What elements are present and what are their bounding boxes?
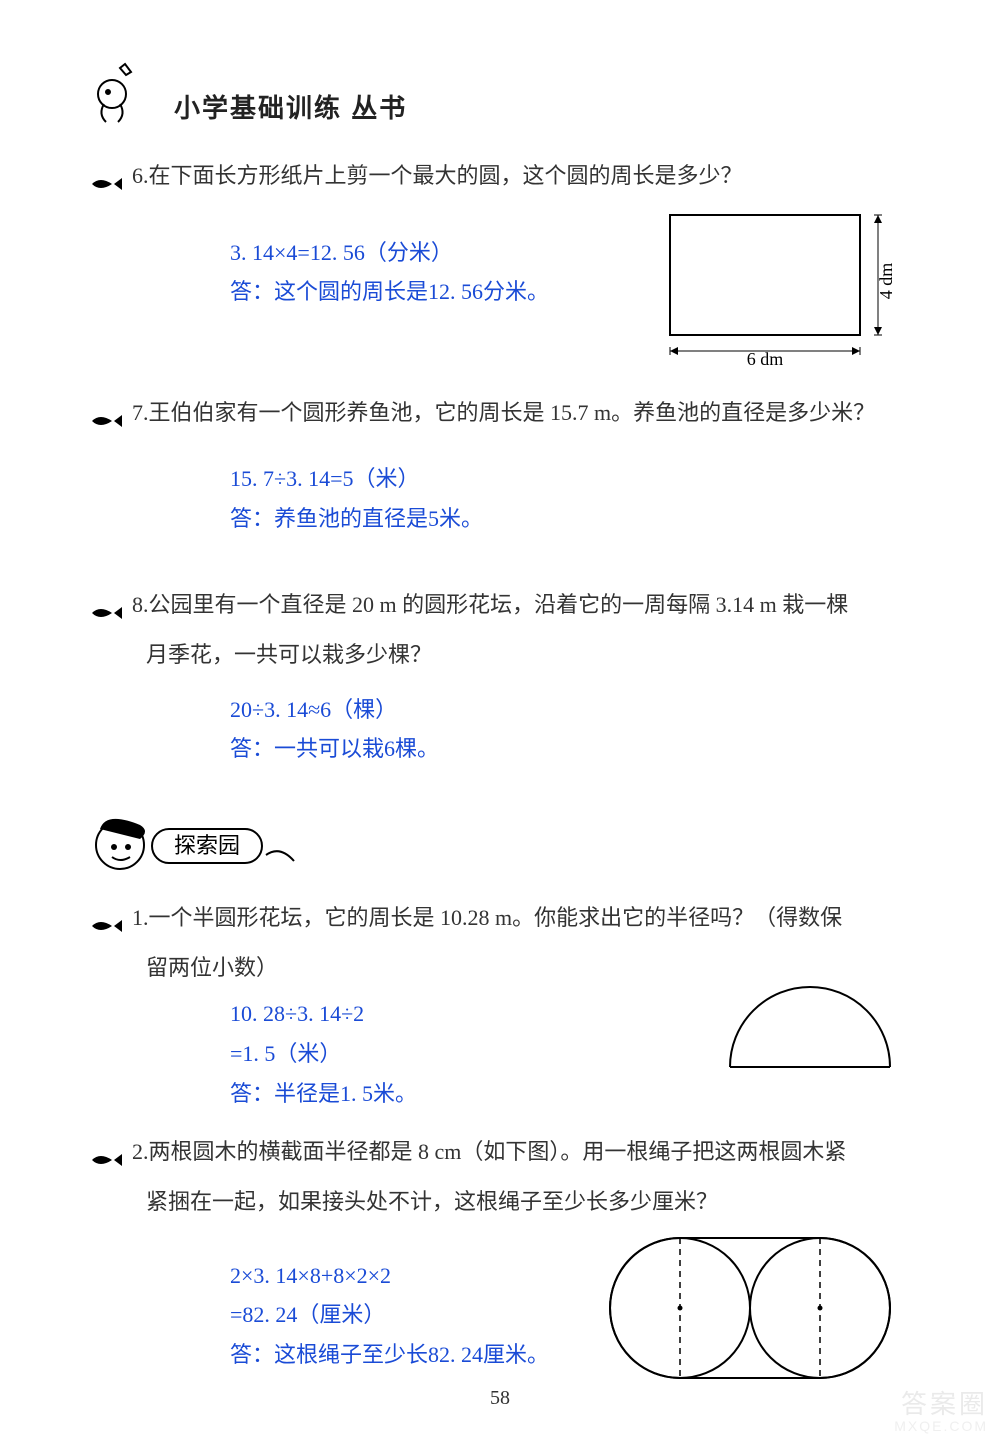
answer-calc: 3. 14×4=12. 56（分米） [230, 233, 640, 273]
problem-question: 王伯伯家有一个圆形养鱼池，它的周长是 15.7 m。养鱼池的直径是多少米？ [149, 392, 876, 434]
problem-6: 6. 在下面长方形纸片上剪一个最大的圆，这个圆的周长是多少？ 3. 14×4=1… [90, 155, 910, 370]
fish-bullet-icon [90, 594, 124, 634]
watermark-main: 答案圈 [901, 1389, 988, 1419]
section-explore-badge: 探索园 [90, 809, 910, 879]
problem-question-l2: 留两位小数） [146, 947, 690, 989]
problem-7: 7. 王伯伯家有一个圆形养鱼池，它的周长是 15.7 m。养鱼池的直径是多少米？… [90, 392, 910, 539]
rectangle-figure: 6 dm 4 dm [660, 205, 910, 370]
page: 小学基础训练 丛书 6. 在下面长方形纸片上剪一个最大的圆，这个圆的周长是多少？… [0, 0, 1000, 1446]
watermark-sub: MXQE.COM [894, 1419, 988, 1434]
section-label: 探索园 [174, 833, 240, 858]
answer-block: 20÷3. 14≈6（棵） 答：一共可以栽6棵。 [230, 690, 910, 769]
answer-calc-l1: 2×3. 14×8+8×2×2 [230, 1256, 570, 1296]
answer-calc-l2: =1. 5（米） [230, 1034, 690, 1074]
semicircle-figure [710, 967, 910, 1082]
page-header: 小学基础训练 丛书 [90, 60, 910, 131]
problem-number: 1. [132, 897, 149, 939]
answer-text: 答：这根绳子至少长82. 24厘米。 [230, 1335, 570, 1375]
answer-calc: 20÷3. 14≈6（棵） [230, 690, 910, 730]
answer-block: 2×3. 14×8+8×2×2 =82. 24（厘米） 答：这根绳子至少长82.… [230, 1256, 570, 1375]
explore-badge-icon: 探索园 [90, 809, 300, 879]
answer-calc-l2: =82. 24（厘米） [230, 1295, 570, 1335]
fish-bullet-icon [90, 907, 124, 947]
answer-text: 答：一共可以栽6棵。 [230, 729, 910, 769]
problem-question: 在下面长方形纸片上剪一个最大的圆，这个圆的周长是多少？ [149, 155, 743, 197]
problem-number: 7. [132, 392, 149, 434]
answer-calc-l1: 10. 28÷3. 14÷2 [230, 994, 690, 1034]
problem-8: 8. 公园里有一个直径是 20 m 的圆形花坛，沿着它的一周每隔 3.14 m … [90, 584, 910, 769]
problem-question-l1: 两根圆木的横截面半径都是 8 cm（如下图）。用一根绳子把这两根圆木紧 [149, 1131, 847, 1173]
two-circles-figure [590, 1223, 910, 1398]
problem-number: 2. [132, 1131, 149, 1173]
explore-1: 1. 一个半圆形花坛，它的周长是 10.28 m。你能求出它的半径吗？（得数保 … [90, 897, 910, 1113]
explore-2: 2. 两根圆木的横截面半径都是 8 cm（如下图）。用一根绳子把这两根圆木紧 紧… [90, 1131, 910, 1397]
problem-number: 6. [132, 155, 149, 197]
header-decor-icon [90, 60, 160, 131]
page-number: 58 [0, 1387, 1000, 1410]
answer-block: 10. 28÷3. 14÷2 =1. 5（米） 答：半径是1. 5米。 [230, 994, 690, 1113]
problem-question-l2: 月季花，一共可以栽多少棵？ [146, 634, 910, 676]
answer-block: 3. 14×4=12. 56（分米） 答：这个圆的周长是12. 56分米。 [230, 233, 640, 312]
problem-question-l1: 一个半圆形花坛，它的周长是 10.28 m。你能求出它的半径吗？（得数保 [149, 897, 843, 939]
fish-bullet-icon [90, 165, 124, 205]
problem-question-l1: 公园里有一个直径是 20 m 的圆形花坛，沿着它的一周每隔 3.14 m 栽一棵 [149, 584, 849, 626]
fish-bullet-icon [90, 1141, 124, 1181]
answer-calc: 15. 7÷3. 14=5（米） [230, 459, 910, 499]
watermark: 答案圈 MXQE.COM [894, 1390, 988, 1434]
answer-text: 答：半径是1. 5米。 [230, 1074, 690, 1114]
page-title: 小学基础训练 丛书 [174, 88, 407, 131]
problem-number: 8. [132, 584, 149, 626]
answer-text: 答：养鱼池的直径是5米。 [230, 499, 910, 539]
rect-height-label: 4 dm [876, 262, 896, 299]
problem-question-l2: 紧捆在一起，如果接头处不计，这根绳子至少长多少厘米？ [146, 1181, 910, 1223]
answer-block: 15. 7÷3. 14=5（米） 答：养鱼池的直径是5米。 [230, 459, 910, 538]
fish-bullet-icon [90, 402, 124, 442]
answer-text: 答：这个圆的周长是12. 56分米。 [230, 272, 640, 312]
rect-width-label: 6 dm [747, 349, 784, 365]
